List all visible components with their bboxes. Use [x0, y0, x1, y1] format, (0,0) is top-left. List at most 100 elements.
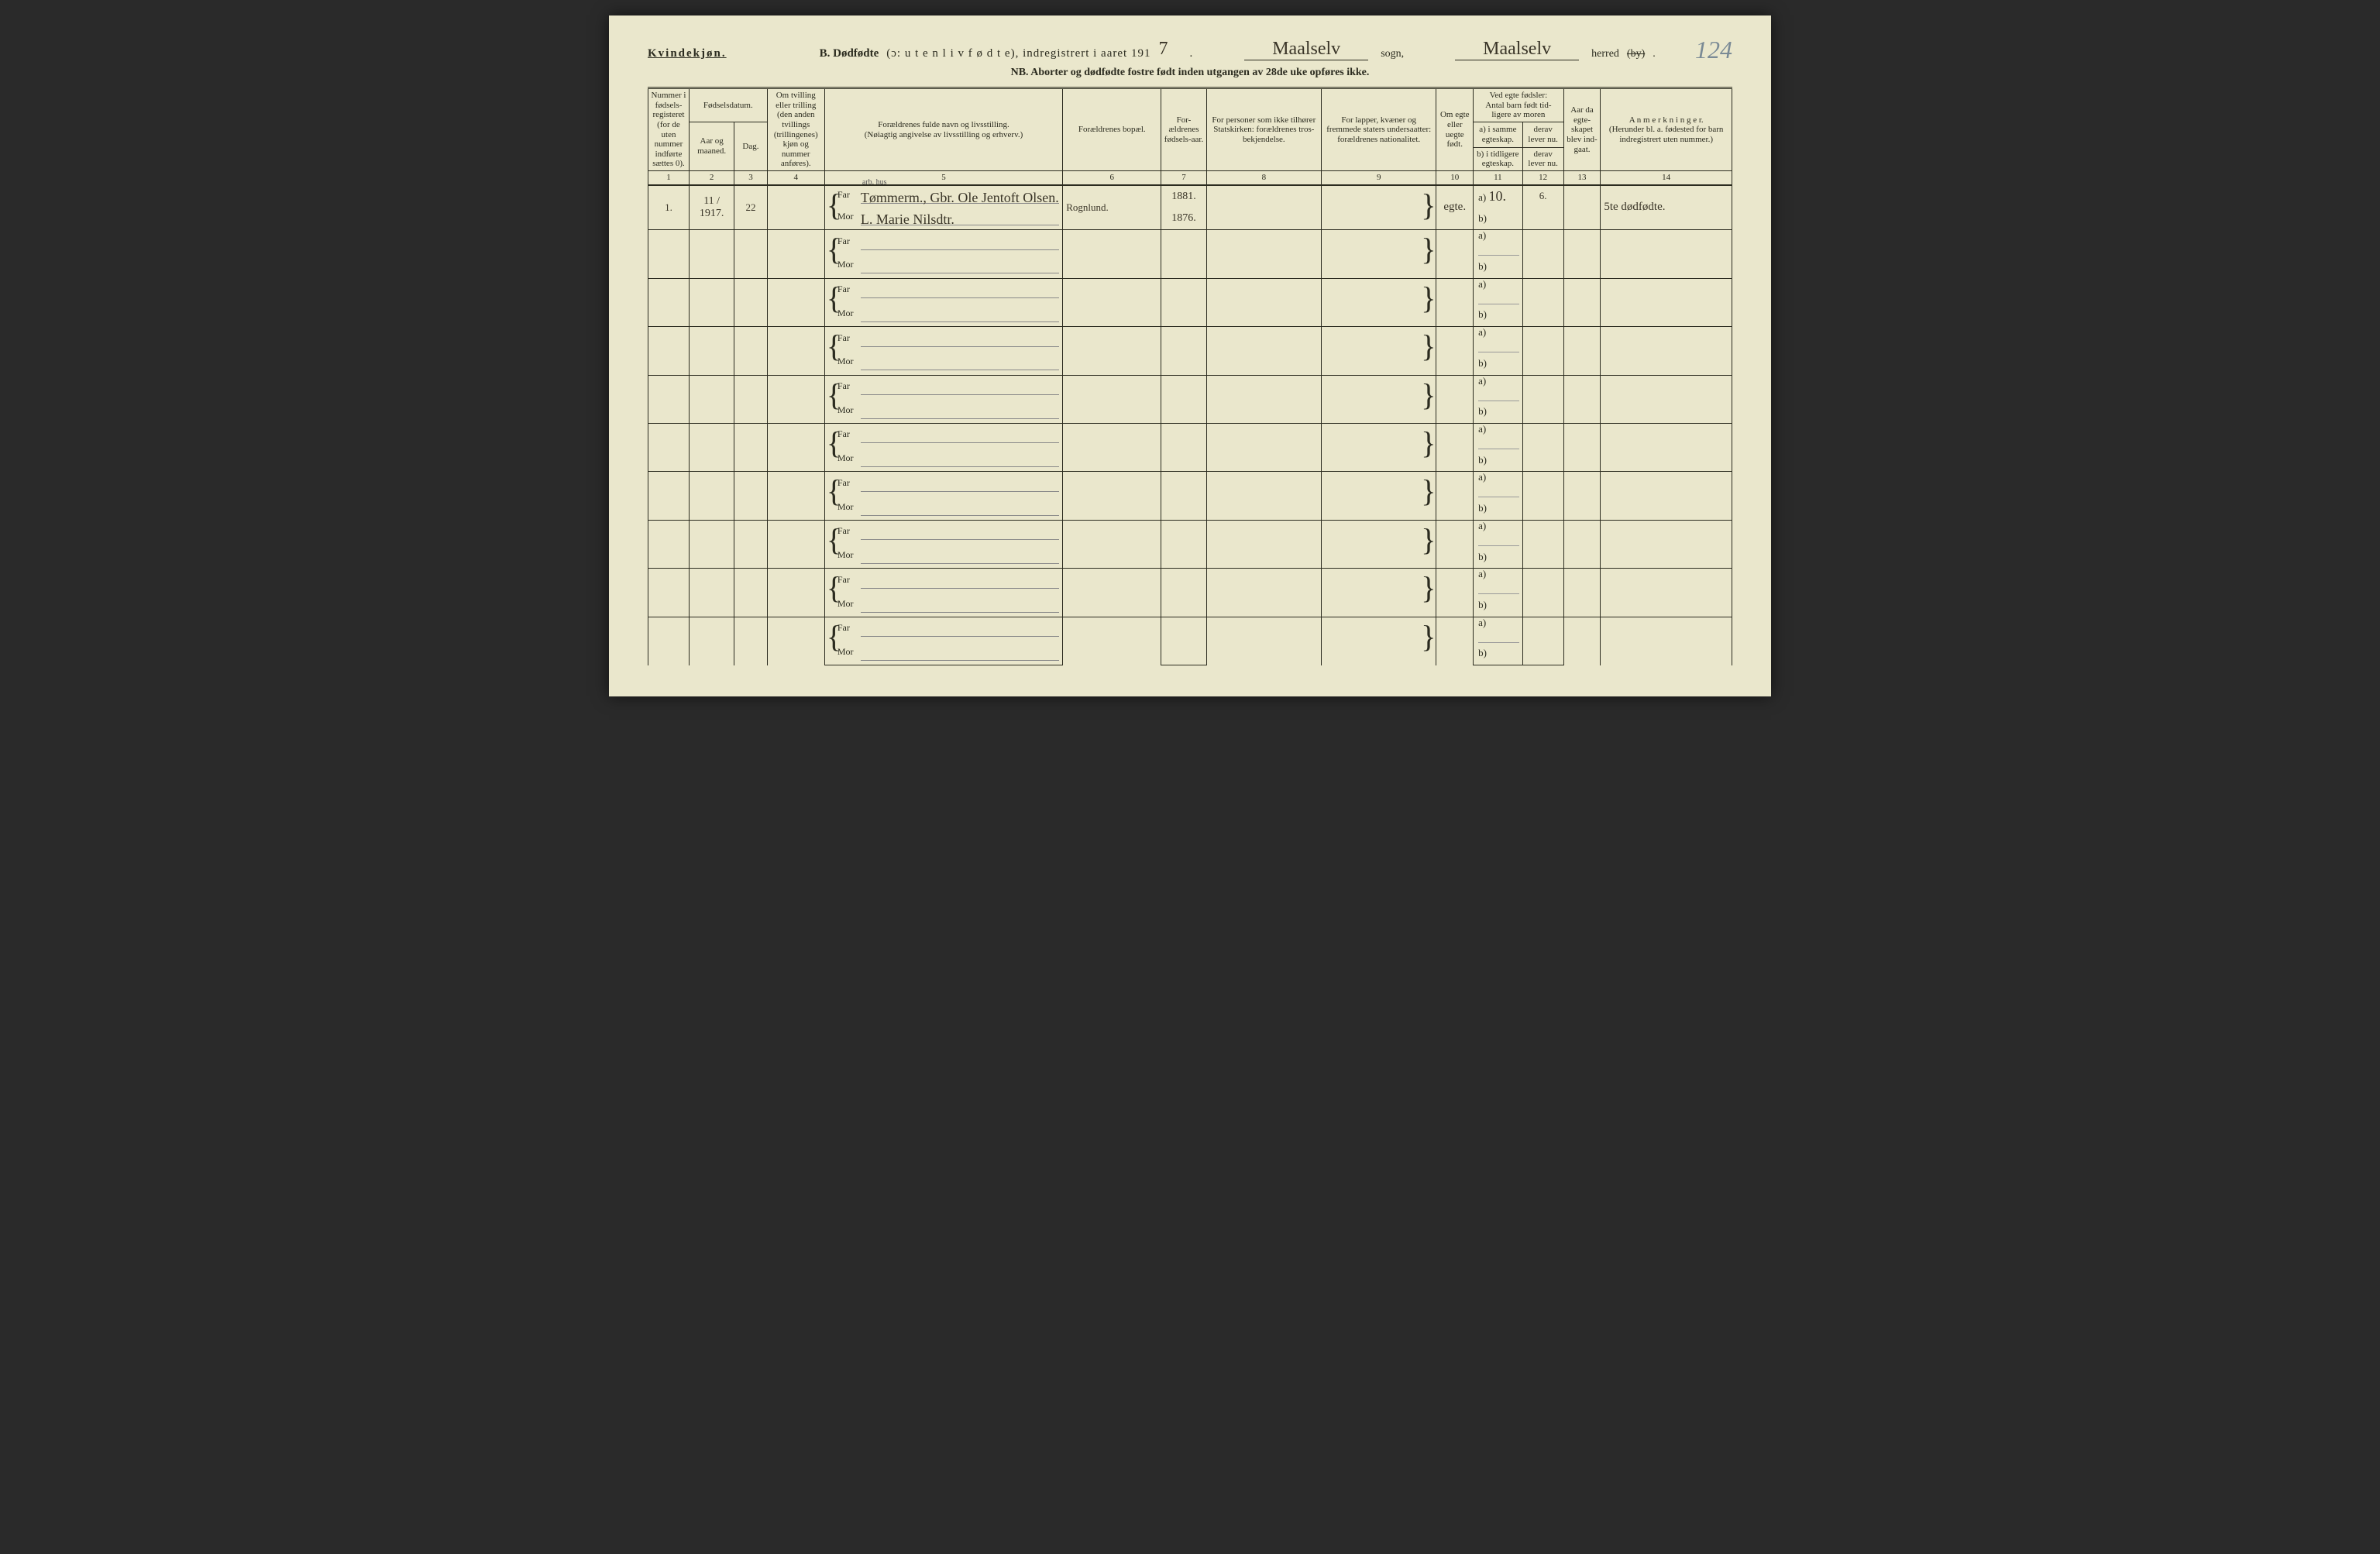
e1-year-month: 11 / 1917. — [689, 185, 734, 230]
far-label: Far — [837, 429, 850, 440]
empty-num — [648, 569, 690, 617]
empty-entry-far-row: {Far}a) — [648, 230, 1732, 256]
empty-c11b: b) — [1474, 594, 1523, 617]
empty-far-birth — [1161, 424, 1206, 449]
col-13-header: Aar da egte-skapet blev ind-gaat. — [1563, 88, 1601, 171]
empty-day — [734, 327, 767, 375]
empty-far-birth — [1161, 617, 1206, 642]
empty-c11a: a) — [1474, 278, 1523, 304]
far-label: Far — [837, 190, 850, 201]
sogn-handwritten: Maalselv — [1244, 39, 1368, 60]
e1-far-birth: 1881. — [1161, 185, 1206, 208]
empty-mor-cell: Mor — [824, 449, 1062, 472]
empty-mor-line — [861, 260, 1059, 273]
empty-c12a — [1522, 327, 1563, 352]
empty-entry-far-row: {Far}a) — [648, 520, 1732, 545]
empty-far-line — [861, 526, 1059, 540]
empty-ym — [689, 617, 734, 665]
empty-mor-line — [861, 550, 1059, 564]
empty-mor-birth — [1161, 304, 1206, 327]
col-7-header: For-ældrenes fødsels-aar. — [1161, 88, 1206, 171]
empty-twin — [767, 424, 824, 472]
colnum-2: 2 — [689, 171, 734, 185]
empty-day — [734, 230, 767, 278]
empty-c8 — [1206, 424, 1321, 472]
empty-mor-birth — [1161, 594, 1206, 617]
empty-c8 — [1206, 472, 1321, 520]
e1-mor-cell: Mor L. Marie Nilsdtr. — [824, 208, 1062, 230]
e1-num: 1. — [648, 185, 690, 230]
mor-label: Mor — [837, 260, 854, 270]
empty-ym — [689, 375, 734, 423]
empty-far-cell: {Far — [824, 230, 1062, 256]
col-2-header: Aar og maaned. — [689, 122, 734, 170]
empty-c14 — [1601, 472, 1732, 520]
ab-a-label: a) — [1478, 191, 1486, 203]
ab-b-label: b) — [1478, 212, 1487, 224]
empty-twin — [767, 278, 824, 326]
mor-label: Mor — [837, 308, 854, 319]
empty-c14 — [1601, 375, 1732, 423]
empty-c9: } — [1322, 278, 1436, 326]
empty-c11b: b) — [1474, 256, 1523, 278]
empty-bopael — [1063, 278, 1161, 326]
empty-c14 — [1601, 520, 1732, 568]
e1-anm: 5te dødfødte. — [1601, 185, 1732, 230]
e1-c9: } — [1322, 185, 1436, 230]
empty-c13 — [1563, 424, 1601, 472]
empty-c12b — [1522, 546, 1563, 569]
empty-c11b: b) — [1474, 352, 1523, 375]
empty-mor-line — [861, 356, 1059, 370]
empty-c12b — [1522, 352, 1563, 375]
mor-label: Mor — [837, 211, 854, 222]
brace-right-icon: } — [1421, 325, 1436, 367]
e1-far-note: arb. hus — [862, 178, 887, 187]
empty-c10 — [1436, 617, 1474, 665]
empty-mor-birth — [1161, 643, 1206, 665]
empty-day — [734, 520, 767, 568]
far-label: Far — [837, 526, 850, 537]
empty-far-cell: {Far — [824, 472, 1062, 497]
empty-twin — [767, 375, 824, 423]
col-3-header: Dag. — [734, 122, 767, 170]
empty-c12a — [1522, 617, 1563, 642]
empty-bopael — [1063, 424, 1161, 472]
empty-mor-cell: Mor — [824, 304, 1062, 327]
empty-c11a: a) — [1474, 569, 1523, 594]
empty-far-cell: {Far — [824, 424, 1062, 449]
empty-bopael — [1063, 520, 1161, 568]
empty-mor-cell: Mor — [824, 594, 1062, 617]
empty-far-line — [861, 381, 1059, 395]
e1-c13 — [1563, 185, 1601, 230]
empty-c12a — [1522, 520, 1563, 545]
empty-entry-far-row: {Far}a) — [648, 617, 1732, 642]
empty-num — [648, 424, 690, 472]
empty-c14 — [1601, 569, 1732, 617]
empty-c10 — [1436, 375, 1474, 423]
empty-twin — [767, 472, 824, 520]
empty-bopael — [1063, 617, 1161, 665]
empty-c8 — [1206, 617, 1321, 665]
mor-label: Mor — [837, 502, 854, 513]
e1-twin — [767, 185, 824, 230]
empty-c11a: a) — [1474, 375, 1523, 401]
page-number-handwritten: 124 — [1695, 36, 1732, 64]
empty-c11a: a) — [1474, 424, 1523, 449]
empty-far-birth — [1161, 375, 1206, 401]
col-12a-header: derav lever nu. — [1522, 122, 1563, 147]
empty-num — [648, 327, 690, 375]
e1-mor-birth: 1876. — [1161, 208, 1206, 230]
far-label: Far — [837, 284, 850, 295]
empty-mor-birth — [1161, 497, 1206, 520]
brace-right-icon: } — [1421, 184, 1436, 226]
header-line-1: Kvindekjøn. B. Dødfødte (ɔ: u t e n l i … — [648, 39, 1732, 60]
brace-right-icon: } — [1421, 422, 1436, 464]
colnum-8: 8 — [1206, 171, 1321, 185]
empty-ym — [689, 327, 734, 375]
colnum-11: 11 — [1474, 171, 1523, 185]
herred-by-struck: (by) — [1627, 48, 1645, 60]
empty-c11b: b) — [1474, 497, 1523, 520]
empty-c11b: b) — [1474, 304, 1523, 327]
colnum-7: 7 — [1161, 171, 1206, 185]
e1-mor-name: L. Marie Nilsdtr. — [861, 211, 1059, 225]
